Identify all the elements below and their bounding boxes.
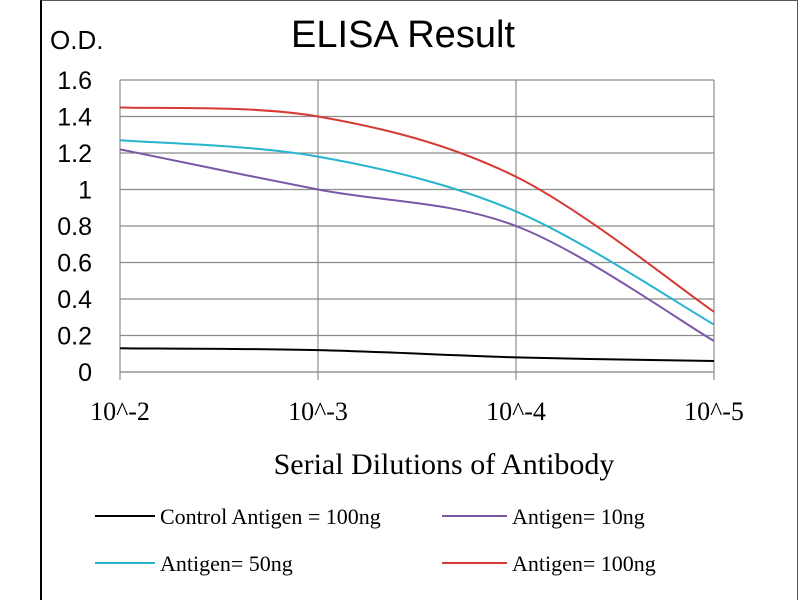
y-tick-labels: 0 0.2 0.4 0.6 0.8 1 1.2 1.4 1.6 xyxy=(57,67,92,387)
x-tick-label: 10^-3 xyxy=(288,397,348,426)
legend-label: Control Antigen = 100ng xyxy=(160,504,381,529)
series-line-antigen-100ng xyxy=(119,106,715,313)
y-tick-label: 0.8 xyxy=(57,213,92,241)
x-tick-label: 10^-4 xyxy=(486,397,546,426)
x-tick-labels: 10^-2 10^-3 10^-4 10^-5 xyxy=(90,397,744,426)
chart-title: ELISA Result xyxy=(291,14,515,56)
y-tick-label: 0.4 xyxy=(57,286,92,314)
y-tick-label: 0.6 xyxy=(57,250,92,278)
chart-frame xyxy=(40,0,798,600)
x-tick-label: 10^-5 xyxy=(684,397,744,426)
legend-label: Antigen= 100ng xyxy=(512,551,656,576)
y-tick-label: 1.6 xyxy=(57,67,92,95)
y-tick-label: 0.2 xyxy=(57,323,92,351)
series-line-control-antigen-100ng xyxy=(119,347,715,363)
series-line-antigen-10ng xyxy=(119,148,715,342)
y-tick-label: 0 xyxy=(78,359,92,387)
legend-label: Antigen= 10ng xyxy=(512,504,645,529)
y-axis-label: O.D. xyxy=(50,25,103,55)
grid xyxy=(119,79,715,380)
x-axis-label: Serial Dilutions of Antibody xyxy=(274,448,615,481)
y-tick-label: 1.2 xyxy=(57,140,92,168)
y-tick-label: 1 xyxy=(78,177,92,205)
legend-label: Antigen= 50ng xyxy=(160,551,293,576)
legend: Control Antigen = 100ng Antigen= 10ng Anti… xyxy=(95,504,656,576)
x-tick-label: 10^-2 xyxy=(90,397,150,426)
series-lines xyxy=(119,106,715,363)
series-line-antigen-50ng xyxy=(119,139,715,326)
y-tick-label: 1.4 xyxy=(57,104,92,132)
